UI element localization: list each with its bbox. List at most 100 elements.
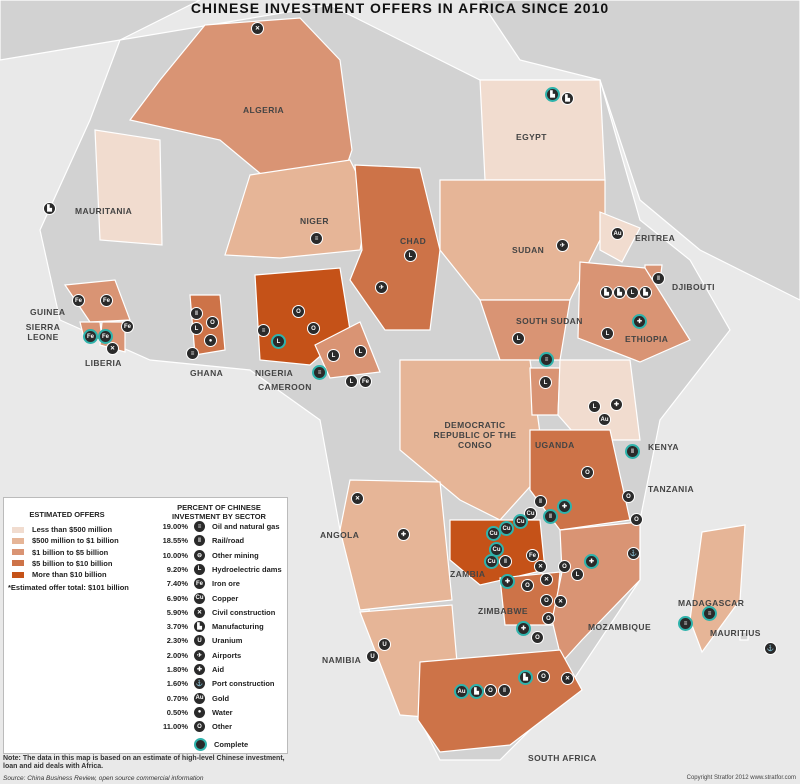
sector-percent: 2.30%: [166, 636, 188, 646]
country-tanzania: [529, 429, 631, 531]
other-icon: O: [558, 560, 571, 573]
other-mining-icon: ⊖: [194, 549, 205, 561]
sector-percent: 1.80%: [166, 665, 188, 674]
sector-percent: 0.50%: [166, 707, 188, 717]
other-icon: O: [630, 513, 643, 526]
complete-legend-row: Complete: [152, 738, 248, 751]
oil-and-natural-gas-icon: ≡: [678, 616, 693, 631]
offer-swatch: [12, 537, 24, 544]
civil-construction-icon: ✕: [194, 606, 205, 618]
country-label: ALGERIA: [243, 105, 285, 115]
manufacturing-icon: ▙: [43, 202, 56, 215]
hydroelectric-dams-icon: L: [539, 376, 552, 389]
water-icon: ●: [204, 334, 217, 347]
offer-swatch: [12, 571, 24, 578]
rail-road-icon: ‖: [499, 555, 512, 568]
copper-icon: Cu: [486, 526, 501, 541]
oil-and-natural-gas-icon: ≡: [312, 365, 327, 380]
airports-icon: ✈: [194, 649, 205, 661]
country-label: SOUTH SUDAN: [516, 316, 583, 326]
offer-label: $1 billion to $5 billion: [32, 547, 109, 557]
sector-label: Uranium: [212, 636, 243, 646]
rail-road-icon: ‖: [534, 495, 547, 508]
other-icon: O: [622, 490, 635, 503]
civil-construction-icon: ✕: [534, 560, 547, 573]
other-icon: O: [521, 579, 534, 592]
sector-label: Oil and natural gas: [212, 522, 280, 531]
sector-label: Other mining: [212, 550, 259, 560]
country-south-africa: [417, 649, 583, 753]
other-icon: O: [537, 670, 550, 683]
sector-legend-row: 11.00% O Other: [152, 720, 232, 733]
country-label: SIERRA LEONE: [25, 322, 61, 342]
sectors-title-line1: PERCENT OF CHINESE: [177, 503, 261, 512]
country-label: MAURITIUS: [710, 628, 761, 638]
offer-legend-row: $1 billion to $5 billion: [12, 548, 108, 557]
copper-icon: Cu: [524, 507, 537, 520]
civil-construction-icon: ✕: [554, 595, 567, 608]
other-icon: O: [206, 316, 219, 329]
country-label: UGANDA: [535, 440, 575, 450]
other-icon: O: [531, 631, 544, 644]
other-icon: O: [484, 684, 497, 697]
sector-label: Rail/road: [212, 536, 245, 546]
iron-ore-icon: Fe: [121, 320, 134, 333]
sector-percent: 2.00%: [166, 650, 188, 660]
aid-icon: ✚: [194, 664, 205, 675]
country-label: CHAD: [400, 236, 427, 246]
country-egypt: [479, 79, 606, 181]
oil-and-natural-gas-icon: ≡: [702, 606, 717, 621]
manufacturing-icon: ▙: [469, 684, 484, 699]
country-label: DJIBOUTI: [672, 282, 715, 292]
aid-icon: ✚: [397, 528, 410, 541]
offers-legend-title: ESTIMATED OFFERS: [29, 510, 105, 519]
sector-legend-row: 7.40% Fe Iron ore: [152, 577, 240, 590]
country-label: NIGERIA: [255, 368, 294, 378]
sector-label: Aid: [212, 665, 225, 674]
offer-label: More than $10 billion: [32, 570, 107, 580]
country-label: NAMIBIA: [322, 655, 362, 665]
hydroelectric-dams-icon: L: [354, 345, 367, 358]
offer-label: $500 million to $1 billion: [32, 536, 119, 546]
country-mozambique: [551, 521, 641, 664]
rail-road-icon: ‖: [543, 509, 558, 524]
hydroelectric-dams-icon: L: [271, 334, 286, 349]
iron-ore-icon: Fe: [98, 329, 113, 344]
sector-percent: 11.00%: [162, 722, 188, 732]
sector-percent: 19.00%: [162, 522, 188, 531]
rail-road-icon: ‖: [194, 535, 205, 547]
country-label: MADAGASCAR: [678, 598, 745, 608]
iron-ore-icon: Fe: [72, 294, 85, 307]
rail-road-icon: ‖: [190, 307, 203, 320]
aid-icon: ✚: [557, 499, 572, 514]
sector-label: Civil construction: [212, 607, 276, 617]
sector-legend-row: 5.90% ✕ Civil construction: [152, 606, 275, 619]
copper-icon: Cu: [194, 592, 205, 604]
oil-and-natural-gas-icon: ≡: [539, 352, 554, 367]
hydroelectric-dams-icon: L: [626, 286, 639, 299]
aid-icon: ✚: [632, 314, 647, 329]
map-note: Note: The data in this map is based on a…: [3, 755, 285, 770]
hydroelectric-dams-icon: L: [190, 322, 203, 335]
sector-legend-row: 1.60% ⚓ Port construction: [152, 677, 275, 690]
sector-legend-row: 0.70% Au Gold: [152, 692, 229, 705]
uranium-icon: U: [194, 635, 205, 647]
manufacturing-icon: ▙: [518, 670, 533, 685]
sector-legend-row: 2.00% ✈ Airports: [152, 649, 241, 662]
country-label: KENYA: [648, 442, 679, 452]
sector-legend-row: 3.70% ▙ Manufacturing: [152, 620, 264, 633]
country-kenya: [557, 359, 641, 441]
manufacturing-icon: ▙: [545, 87, 560, 102]
other-icon: O: [292, 305, 305, 318]
country-label: GUINEA: [30, 307, 66, 317]
copper-icon: Cu: [499, 521, 514, 536]
hydroelectric-dams-icon: L: [601, 327, 614, 340]
country-label: EGYPT: [516, 132, 547, 142]
sector-legend-row: 0.50% ● Water: [152, 706, 233, 719]
hydroelectric-dams-icon: L: [327, 349, 340, 362]
iron-ore-icon: Fe: [100, 294, 113, 307]
gold-icon: Au: [611, 227, 624, 240]
other-icon: O: [194, 721, 205, 733]
manufacturing-icon: ▙: [194, 621, 205, 633]
gold-icon: Au: [194, 692, 205, 704]
